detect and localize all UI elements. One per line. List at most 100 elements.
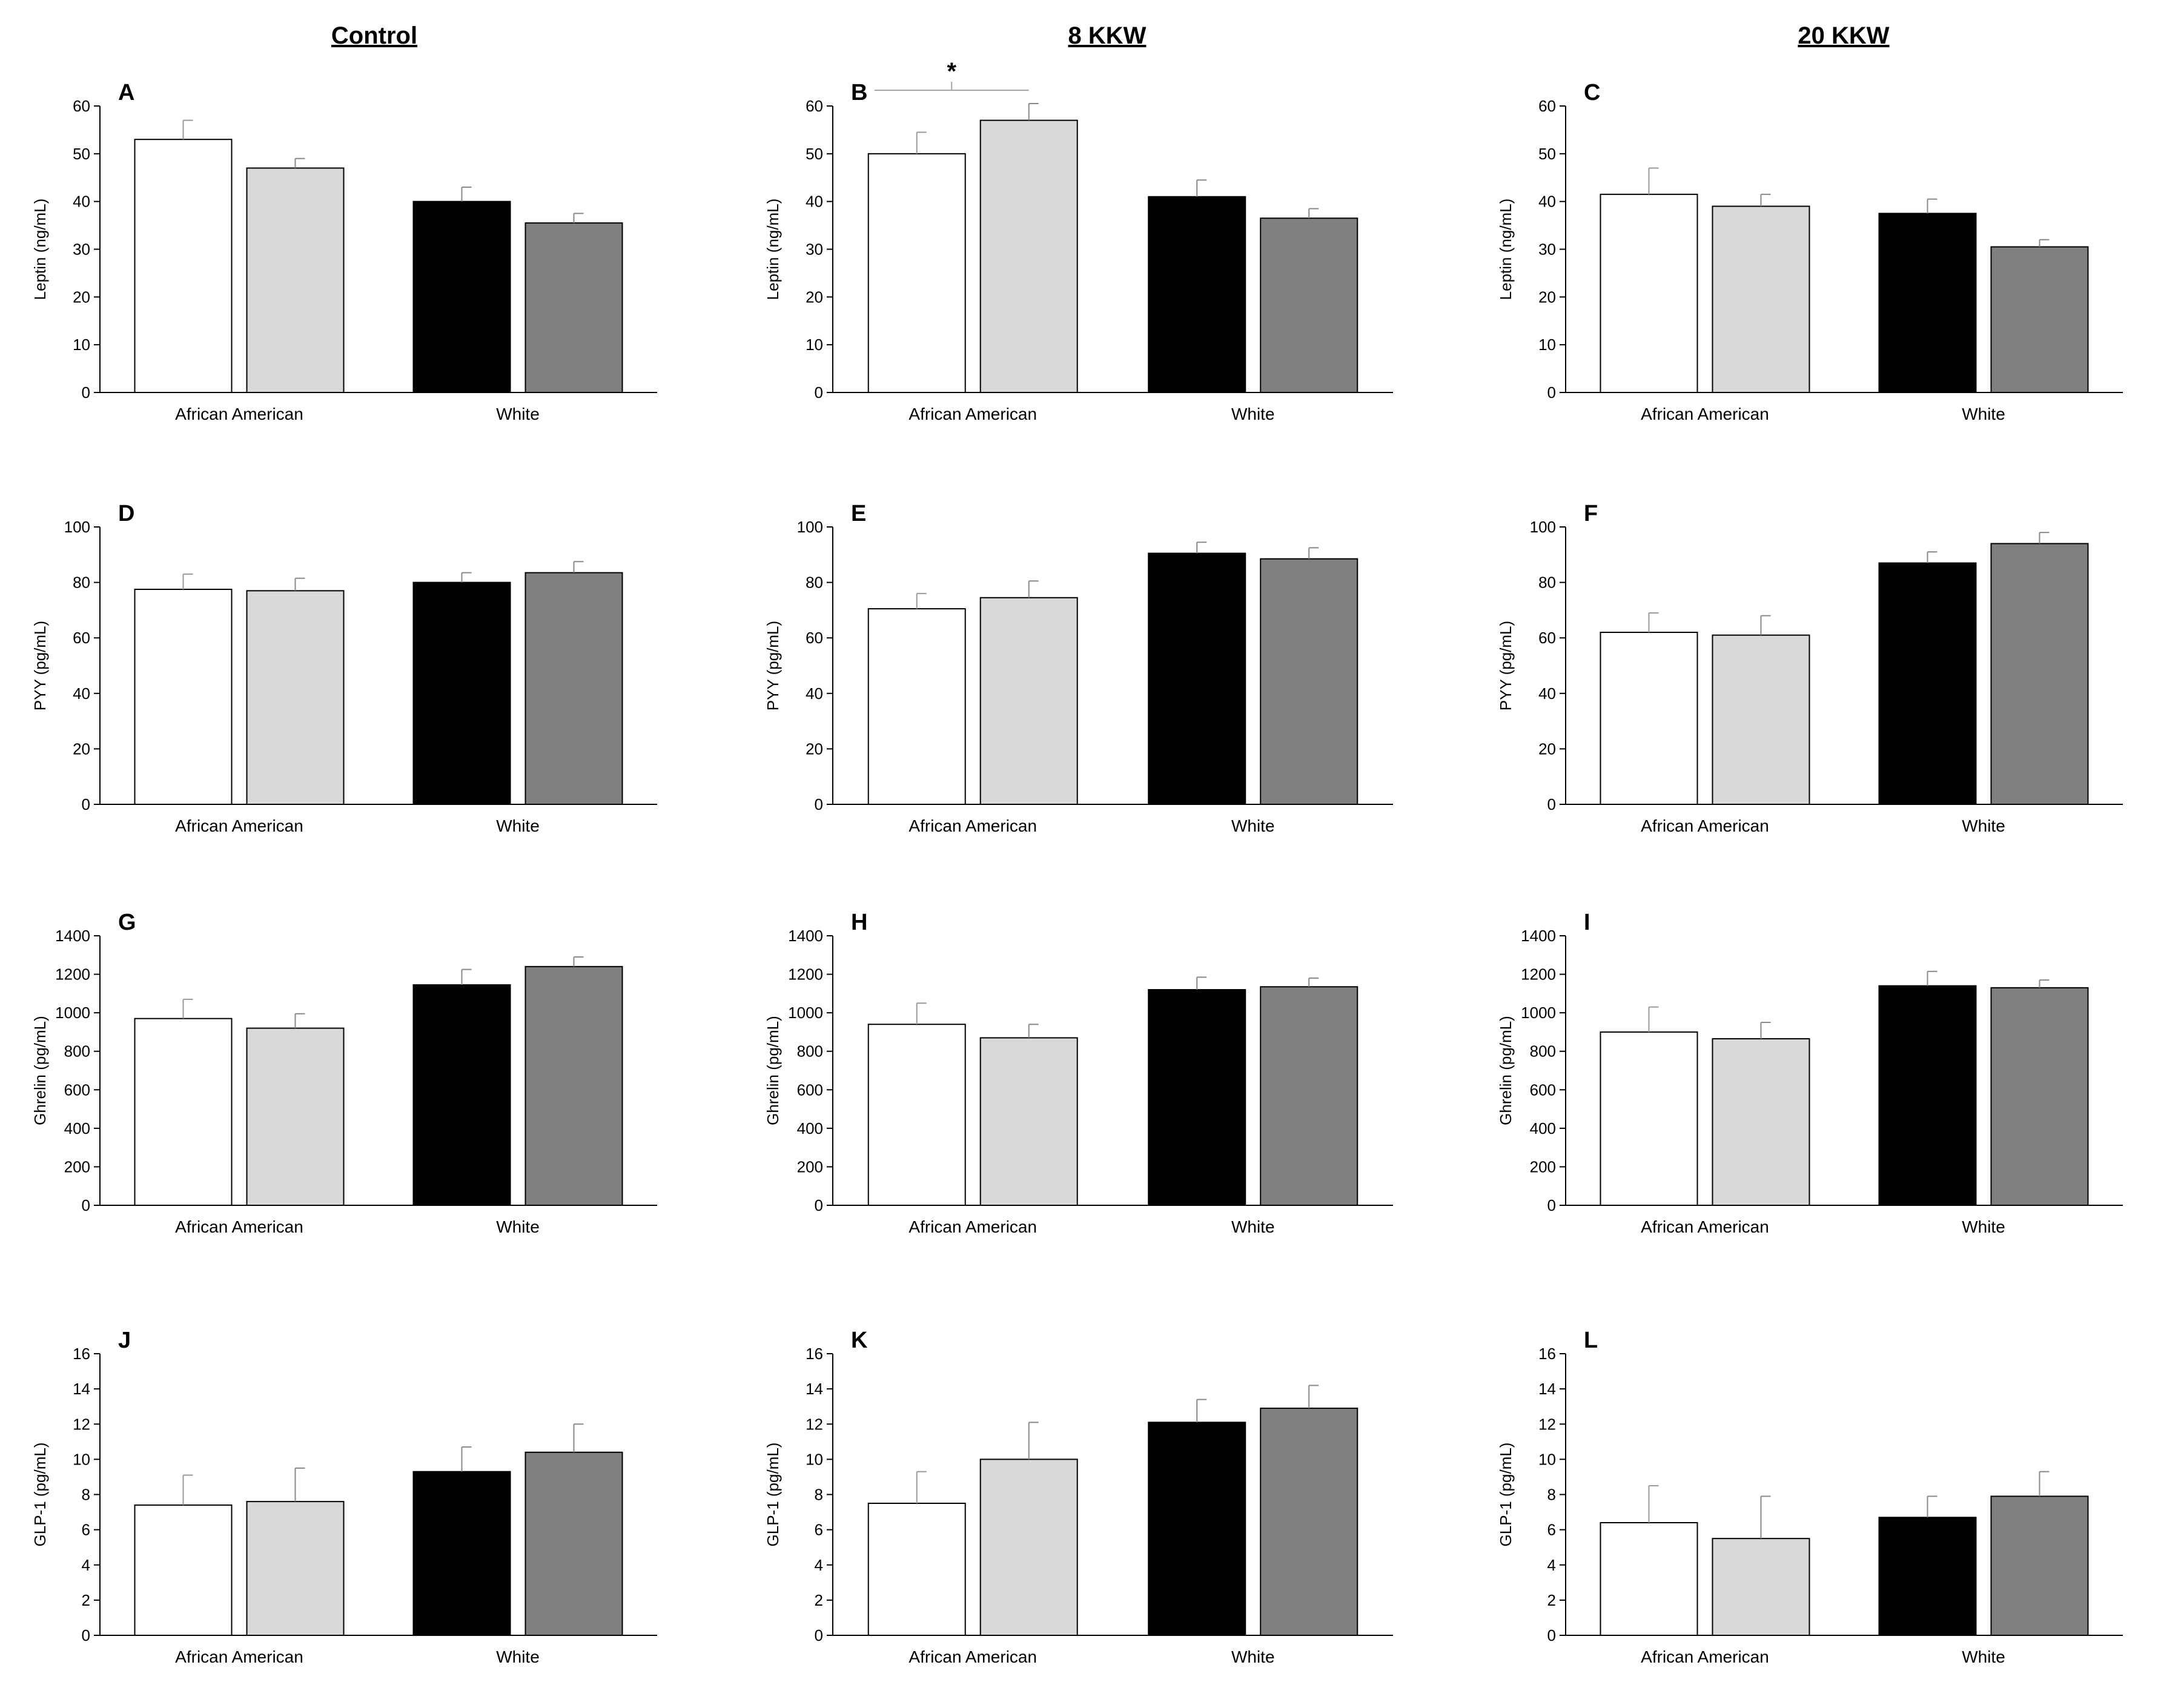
panel-l: L 0 2 4 6 8 10 12 14 16 GLP-1 (pg/mL) African Ameri… — [1497, 1328, 2123, 1666]
y-tick-label: 1400 — [788, 927, 823, 945]
y-tick-label: 0 — [815, 1196, 823, 1214]
bar-african-american-2 — [246, 1027, 345, 1206]
bar-white-1 — [1148, 196, 1246, 393]
y-tick-label: 60 — [1538, 97, 1556, 115]
bar-african-american-1 — [1600, 1031, 1698, 1207]
panel-letter-e: E — [851, 501, 866, 526]
y-axis-label: Leptin (ng/mL) — [1497, 199, 1515, 300]
y-tick-label: 1000 — [55, 1004, 90, 1022]
bar-white-1 — [412, 581, 511, 805]
bar-white-1 — [1878, 985, 1977, 1206]
y-tick-label: 60 — [73, 97, 90, 115]
bar-african-american-2 — [979, 597, 1078, 805]
bar-white-2 — [524, 1451, 623, 1636]
y-tick-label: 20 — [1538, 288, 1556, 306]
panel-letter-g: G — [118, 910, 136, 935]
y-tick-label: 10 — [1538, 1450, 1556, 1468]
x-category-label: African American — [908, 1647, 1037, 1666]
y-tick-label: 30 — [73, 240, 90, 259]
bar-white-1 — [1148, 1422, 1246, 1636]
y-tick-label: 1200 — [788, 965, 823, 984]
x-category-label: African American — [175, 816, 303, 835]
panel-g: G 0 200 400 600 800 1000 1200 1400 Ghrelin (pg/mL… — [31, 910, 657, 1236]
bar-african-american-1 — [867, 153, 966, 393]
panel-letter-b: B — [851, 80, 867, 105]
bar-white-2 — [1990, 987, 2089, 1206]
x-category-label: White — [496, 1217, 540, 1236]
y-tick-label: 400 — [1530, 1119, 1556, 1137]
y-tick-label: 0 — [1547, 795, 1556, 813]
y-tick-label: 16 — [1538, 1345, 1556, 1363]
panel-letter-i: I — [1584, 910, 1590, 935]
y-tick-label: 1400 — [1521, 927, 1556, 945]
y-axis-label: Leptin (ng/mL) — [31, 199, 49, 300]
bar-white-1 — [1148, 552, 1246, 805]
y-tick-label: 12 — [73, 1415, 90, 1433]
y-tick-label: 20 — [806, 288, 823, 306]
y-tick-label: 200 — [797, 1157, 823, 1176]
bar-white-1 — [1878, 213, 1977, 393]
panel-e: E 0 20 40 60 80 100 PYY (pg/mL) African American… — [764, 501, 1393, 835]
bar-african-american-1 — [1600, 193, 1698, 393]
y-tick-label: 20 — [1538, 740, 1556, 758]
panel-letter-j: J — [118, 1328, 131, 1353]
panel-letter-f: F — [1584, 501, 1598, 526]
y-tick-label: 200 — [1530, 1157, 1556, 1176]
significance-asterisk: * — [947, 58, 956, 85]
x-category-label: White — [496, 816, 540, 835]
y-tick-label: 8 — [815, 1486, 823, 1504]
bar-african-american-1 — [134, 1504, 233, 1636]
y-tick-label: 40 — [1538, 684, 1556, 703]
bar-african-american-2 — [979, 119, 1078, 393]
panel-k: K 0 2 4 6 8 10 12 14 16 GLP-1 (pg/mL) African Ameri… — [764, 1328, 1393, 1666]
bar-white-1 — [1148, 989, 1246, 1206]
y-tick-label: 12 — [806, 1415, 823, 1433]
panel-f: F 0 20 40 60 80 100 PYY (pg/mL) African American… — [1497, 501, 2123, 835]
y-tick-label: 800 — [797, 1042, 823, 1061]
y-tick-label: 0 — [1547, 383, 1556, 402]
y-tick-label: 8 — [82, 1486, 90, 1504]
y-tick-label: 60 — [1538, 629, 1556, 647]
bar-african-american-1 — [1600, 1522, 1698, 1636]
y-tick-label: 40 — [1538, 193, 1556, 211]
y-tick-label: 0 — [1547, 1196, 1556, 1214]
x-category-label: African American — [1641, 405, 1769, 423]
panel-d: D 0 20 40 60 80 100 PYY (pg/mL) African American… — [31, 501, 657, 835]
bar-white-1 — [412, 1471, 511, 1636]
panel-letter-d: D — [118, 501, 134, 526]
y-tick-label: 14 — [806, 1380, 823, 1398]
bar-white-2 — [524, 222, 623, 393]
y-tick-label: 1000 — [788, 1004, 823, 1022]
panel-letter-a: A — [118, 80, 134, 105]
y-tick-label: 800 — [64, 1042, 90, 1061]
panel-j: J 0 2 4 6 8 10 12 14 16 GLP-1 (pg/mL) African Ameri… — [31, 1328, 657, 1666]
y-tick-label: 10 — [1538, 336, 1556, 354]
y-tick-label: 0 — [82, 383, 90, 402]
panel-b: B 0 10 20 30 40 50 60 Leptin (ng/mL) African Amer… — [764, 58, 1393, 423]
bar-white-2 — [1260, 1408, 1358, 1636]
y-axis-label: PYY (pg/mL) — [764, 621, 782, 710]
y-tick-label: 100 — [1530, 518, 1556, 536]
bar-african-american-2 — [1712, 1038, 1810, 1207]
panel-letter-h: H — [851, 910, 867, 935]
y-tick-label: 6 — [815, 1521, 823, 1539]
y-tick-label: 2 — [82, 1591, 90, 1609]
bar-white-2 — [1990, 1495, 2089, 1636]
y-tick-label: 600 — [64, 1081, 90, 1099]
y-tick-label: 80 — [806, 574, 823, 592]
y-tick-label: 2 — [1547, 1591, 1556, 1609]
y-tick-label: 60 — [806, 629, 823, 647]
y-tick-label: 50 — [806, 145, 823, 163]
bar-african-american-2 — [246, 1501, 345, 1636]
bar-african-american-1 — [134, 589, 233, 805]
bar-african-american-1 — [867, 1503, 966, 1636]
y-tick-label: 600 — [1530, 1081, 1556, 1099]
bar-white-2 — [1260, 217, 1358, 393]
x-category-label: African American — [908, 405, 1037, 423]
x-category-label: White — [1962, 816, 2005, 835]
y-tick-label: 60 — [73, 629, 90, 647]
y-tick-label: 20 — [806, 740, 823, 758]
bar-white-2 — [524, 965, 623, 1207]
